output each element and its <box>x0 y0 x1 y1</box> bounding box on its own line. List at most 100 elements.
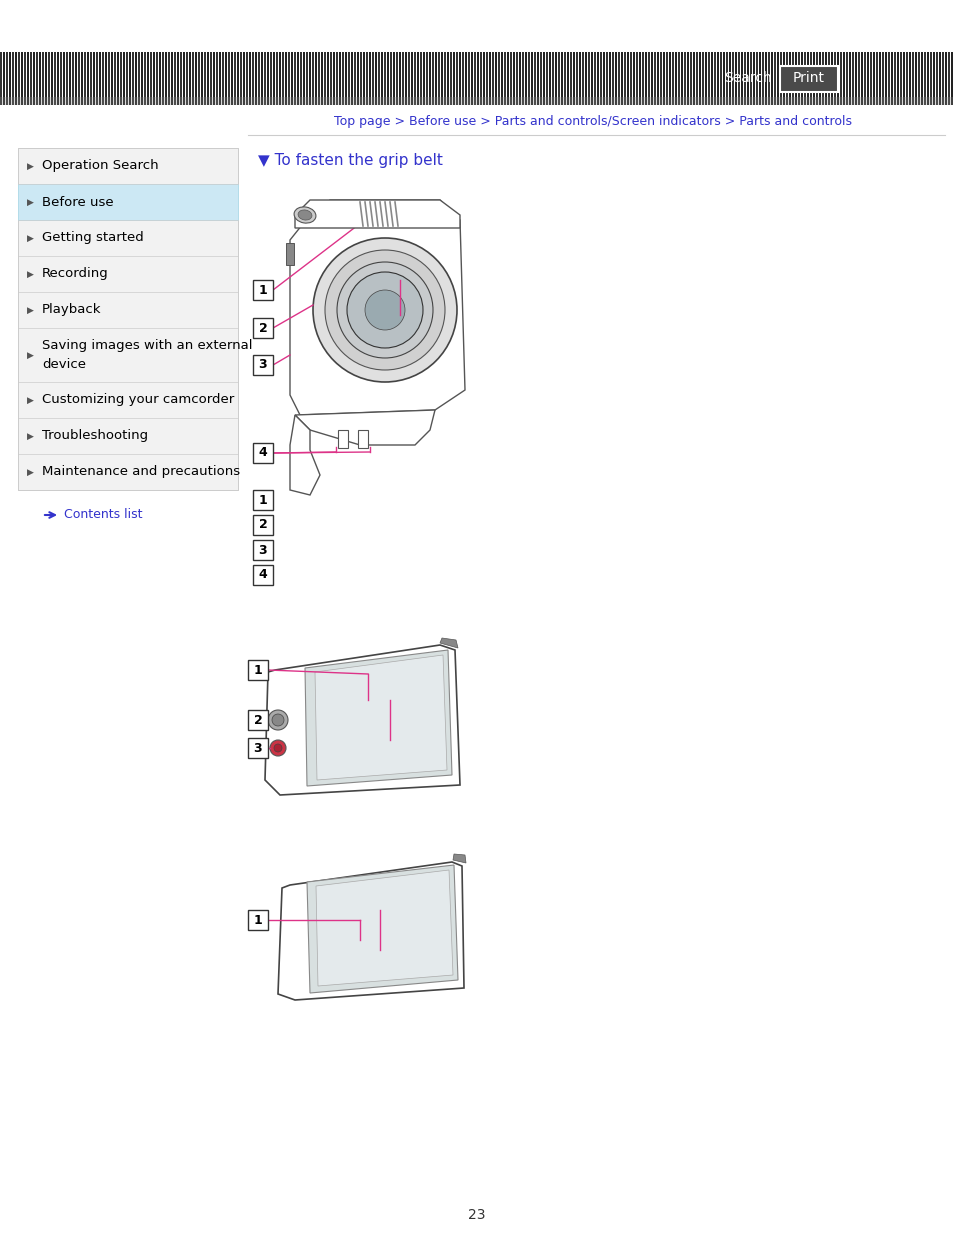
Bar <box>701 52 703 105</box>
Bar <box>261 52 263 105</box>
Bar <box>30 52 32 105</box>
Bar <box>887 52 889 105</box>
Polygon shape <box>314 655 447 781</box>
Bar <box>665 52 667 105</box>
Bar <box>377 52 379 105</box>
Bar <box>471 52 473 105</box>
Bar <box>468 52 470 105</box>
Text: device: device <box>42 358 86 372</box>
Polygon shape <box>453 853 465 863</box>
Bar <box>288 52 290 105</box>
Bar <box>54 52 56 105</box>
Ellipse shape <box>294 207 315 224</box>
Bar <box>717 52 719 105</box>
Bar <box>233 52 235 105</box>
Bar <box>464 52 467 105</box>
Bar <box>144 52 146 105</box>
Bar <box>731 52 733 105</box>
Bar <box>3 52 5 105</box>
Bar <box>398 52 400 105</box>
Bar <box>87 52 89 105</box>
Bar <box>84 52 86 105</box>
Bar <box>275 52 277 105</box>
Bar <box>905 52 907 105</box>
Text: Getting started: Getting started <box>42 231 144 245</box>
Bar <box>18 184 237 220</box>
Bar <box>63 52 65 105</box>
Bar <box>335 52 337 105</box>
Bar <box>411 52 413 105</box>
Bar <box>75 52 77 105</box>
Bar <box>248 739 268 758</box>
Bar <box>947 52 949 105</box>
Text: Recording: Recording <box>42 268 109 280</box>
Bar <box>348 52 350 105</box>
Bar <box>743 52 745 105</box>
Bar <box>797 52 800 105</box>
Text: 2: 2 <box>258 321 267 335</box>
Bar <box>117 52 119 105</box>
Text: Operation Search: Operation Search <box>42 159 158 173</box>
Bar <box>875 52 877 105</box>
Bar <box>578 52 580 105</box>
Circle shape <box>347 272 422 348</box>
Bar <box>435 52 436 105</box>
Bar <box>351 52 353 105</box>
Bar <box>253 317 273 338</box>
Bar <box>113 52 116 105</box>
Polygon shape <box>277 862 463 1000</box>
Bar <box>267 52 269 105</box>
Bar <box>662 52 664 105</box>
Bar <box>299 52 302 105</box>
Bar <box>932 52 934 105</box>
Bar <box>198 52 200 105</box>
Bar <box>15 52 17 105</box>
Bar <box>749 52 751 105</box>
Circle shape <box>365 290 405 330</box>
Bar <box>150 52 152 105</box>
Bar <box>173 52 175 105</box>
Bar <box>45 52 47 105</box>
Bar <box>558 52 559 105</box>
Bar <box>105 52 107 105</box>
Bar <box>120 52 122 105</box>
Bar <box>878 52 880 105</box>
Bar <box>408 52 410 105</box>
Text: ▼ To fasten the grip belt: ▼ To fasten the grip belt <box>257 152 442 168</box>
Bar <box>812 52 814 105</box>
Bar <box>254 52 256 105</box>
Bar <box>773 52 775 105</box>
Bar <box>615 52 617 105</box>
Bar <box>935 52 937 105</box>
Bar <box>401 52 403 105</box>
Bar <box>201 52 203 105</box>
Bar <box>51 52 53 105</box>
Bar <box>253 490 273 510</box>
Polygon shape <box>290 415 319 495</box>
Bar <box>908 52 910 105</box>
Bar <box>395 52 397 105</box>
Bar <box>99 52 101 105</box>
Circle shape <box>325 249 444 370</box>
Bar <box>294 52 295 105</box>
Bar <box>485 52 488 105</box>
Bar <box>337 430 348 448</box>
Bar <box>851 52 853 105</box>
Bar <box>39 52 41 105</box>
Bar <box>282 52 284 105</box>
Bar <box>785 52 787 105</box>
Polygon shape <box>290 200 464 415</box>
Bar <box>710 52 712 105</box>
Bar <box>270 52 272 105</box>
Bar <box>312 52 314 105</box>
Bar <box>204 52 206 105</box>
Bar <box>761 52 763 105</box>
Bar <box>285 52 287 105</box>
Bar <box>461 52 463 105</box>
Bar <box>587 52 589 105</box>
Bar <box>671 52 673 105</box>
Bar <box>278 52 281 105</box>
Bar <box>863 52 865 105</box>
Bar <box>18 52 20 105</box>
Bar <box>563 52 565 105</box>
